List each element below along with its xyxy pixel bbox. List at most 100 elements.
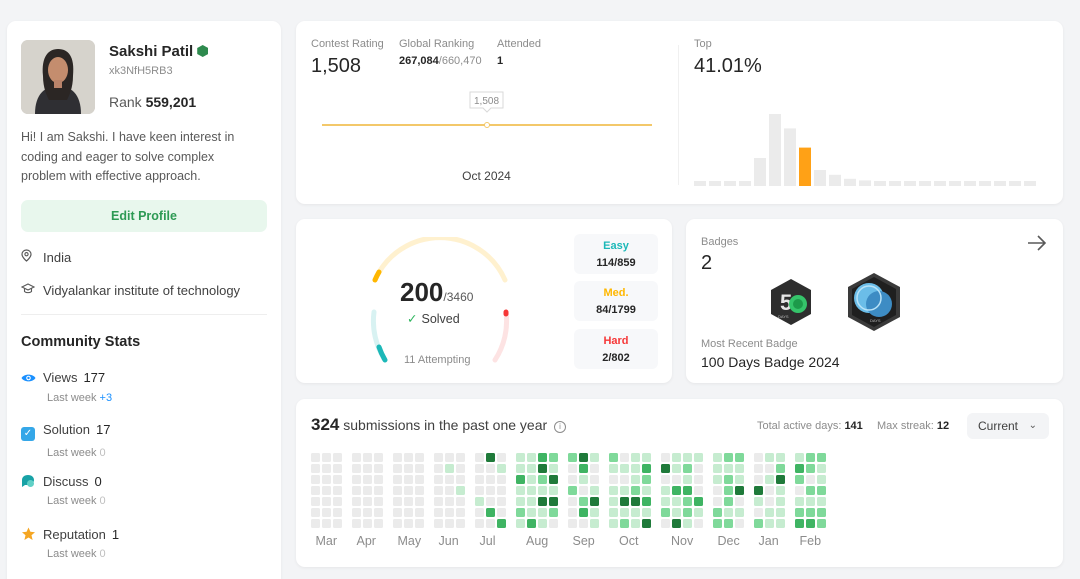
heatmap-cell[interactable] bbox=[333, 464, 342, 473]
heatmap-cell[interactable] bbox=[322, 486, 331, 495]
heatmap-cell[interactable] bbox=[538, 453, 547, 462]
heatmap-cell[interactable] bbox=[434, 464, 443, 473]
heatmap-cell[interactable] bbox=[795, 464, 804, 473]
heatmap-cell[interactable] bbox=[434, 475, 443, 484]
heatmap-cell[interactable] bbox=[445, 453, 454, 462]
heatmap-cell[interactable] bbox=[724, 475, 733, 484]
heatmap-cell[interactable] bbox=[631, 508, 640, 517]
heatmap-cell[interactable] bbox=[393, 519, 402, 528]
heatmap-cell[interactable] bbox=[374, 486, 383, 495]
heatmap-cell[interactable] bbox=[475, 486, 484, 495]
heatmap-cell[interactable] bbox=[352, 497, 361, 506]
heatmap-cell[interactable] bbox=[333, 508, 342, 517]
heatmap-cell[interactable] bbox=[311, 519, 320, 528]
heatmap-cell[interactable] bbox=[486, 519, 495, 528]
heatmap-cell[interactable] bbox=[754, 475, 763, 484]
heatmap-cell[interactable] bbox=[620, 497, 629, 506]
heatmap-cell[interactable] bbox=[579, 486, 588, 495]
heatmap-cell[interactable] bbox=[497, 497, 506, 506]
info-icon[interactable]: i bbox=[554, 421, 567, 433]
heatmap-cell[interactable] bbox=[631, 486, 640, 495]
heatmap-cell[interactable] bbox=[683, 464, 692, 473]
heatmap-cell[interactable] bbox=[672, 453, 681, 462]
heatmap-cell[interactable] bbox=[754, 464, 763, 473]
heatmap-cell[interactable] bbox=[609, 508, 618, 517]
heatmap-cell[interactable] bbox=[713, 486, 722, 495]
heatmap-cell[interactable] bbox=[776, 475, 785, 484]
heatmap-cell[interactable] bbox=[415, 497, 424, 506]
heatmap-cell[interactable] bbox=[516, 453, 525, 462]
heatmap-cell[interactable] bbox=[527, 519, 536, 528]
heatmap-cell[interactable] bbox=[322, 508, 331, 517]
heatmap-cell[interactable] bbox=[516, 464, 525, 473]
heatmap-cell[interactable] bbox=[352, 464, 361, 473]
heatmap-cell[interactable] bbox=[456, 497, 465, 506]
heatmap-cell[interactable] bbox=[661, 464, 670, 473]
heatmap-cell[interactable] bbox=[549, 497, 558, 506]
heatmap-cell[interactable] bbox=[620, 508, 629, 517]
heatmap-cell[interactable] bbox=[609, 475, 618, 484]
heatmap-cell[interactable] bbox=[683, 453, 692, 462]
heatmap-cell[interactable] bbox=[642, 453, 651, 462]
rating-point[interactable] bbox=[484, 122, 490, 128]
heatmap-cell[interactable] bbox=[352, 519, 361, 528]
heatmap-cell[interactable] bbox=[754, 519, 763, 528]
heatmap-cell[interactable] bbox=[579, 508, 588, 517]
heatmap-cell[interactable] bbox=[817, 508, 826, 517]
heatmap-cell[interactable] bbox=[527, 475, 536, 484]
heatmap-cell[interactable] bbox=[579, 497, 588, 506]
heatmap-cell[interactable] bbox=[620, 519, 629, 528]
heatmap-cell[interactable] bbox=[579, 464, 588, 473]
heatmap-cell[interactable] bbox=[631, 497, 640, 506]
heatmap-cell[interactable] bbox=[475, 475, 484, 484]
heatmap-cell[interactable] bbox=[817, 486, 826, 495]
heatmap-cell[interactable] bbox=[661, 519, 670, 528]
heatmap-cell[interactable] bbox=[363, 508, 372, 517]
heatmap-cell[interactable] bbox=[724, 497, 733, 506]
heatmap-cell[interactable] bbox=[475, 453, 484, 462]
heatmap-cell[interactable] bbox=[322, 453, 331, 462]
heatmap-cell[interactable] bbox=[434, 486, 443, 495]
heatmap-cell[interactable] bbox=[806, 453, 815, 462]
heatmap-cell[interactable] bbox=[415, 475, 424, 484]
heatmap-cell[interactable] bbox=[661, 475, 670, 484]
heatmap-cell[interactable] bbox=[735, 486, 744, 495]
heatmap-cell[interactable] bbox=[516, 475, 525, 484]
heatmap-cell[interactable] bbox=[445, 464, 454, 473]
heatmap-cell[interactable] bbox=[352, 475, 361, 484]
heatmap-cell[interactable] bbox=[456, 508, 465, 517]
heatmap-cell[interactable] bbox=[631, 475, 640, 484]
heatmap-cell[interactable] bbox=[776, 508, 785, 517]
heatmap-cell[interactable] bbox=[322, 464, 331, 473]
easy-stat[interactable]: Easy 114/859 bbox=[574, 234, 658, 274]
heatmap-cell[interactable] bbox=[415, 508, 424, 517]
heatmap-cell[interactable] bbox=[445, 497, 454, 506]
heatmap-cell[interactable] bbox=[776, 464, 785, 473]
heatmap-cell[interactable] bbox=[475, 508, 484, 517]
heatmap-cell[interactable] bbox=[754, 497, 763, 506]
heatmap-cell[interactable] bbox=[765, 508, 774, 517]
heatmap-cell[interactable] bbox=[795, 519, 804, 528]
rating-chart[interactable]: 1,508 Oct 2024 bbox=[296, 21, 676, 204]
heatmap-cell[interactable] bbox=[352, 508, 361, 517]
heatmap-cell[interactable] bbox=[642, 475, 651, 484]
heatmap-cell[interactable] bbox=[374, 475, 383, 484]
heatmap-cell[interactable] bbox=[527, 508, 536, 517]
heatmap-cell[interactable] bbox=[795, 497, 804, 506]
heatmap-cell[interactable] bbox=[661, 497, 670, 506]
heatmap-cell[interactable] bbox=[516, 486, 525, 495]
heatmap-cell[interactable] bbox=[806, 519, 815, 528]
heatmap-cell[interactable] bbox=[735, 453, 744, 462]
heatmap-cell[interactable] bbox=[456, 519, 465, 528]
heatmap-cell[interactable] bbox=[776, 519, 785, 528]
heatmap-cell[interactable] bbox=[549, 486, 558, 495]
heatmap-cell[interactable] bbox=[311, 508, 320, 517]
heatmap-cell[interactable] bbox=[765, 453, 774, 462]
heatmap-cell[interactable] bbox=[568, 464, 577, 473]
heatmap-cell[interactable] bbox=[694, 508, 703, 517]
heatmap-cell[interactable] bbox=[672, 519, 681, 528]
heatmap-cell[interactable] bbox=[609, 497, 618, 506]
heatmap-cell[interactable] bbox=[631, 464, 640, 473]
heatmap-cell[interactable] bbox=[620, 475, 629, 484]
heatmap-cell[interactable] bbox=[642, 519, 651, 528]
